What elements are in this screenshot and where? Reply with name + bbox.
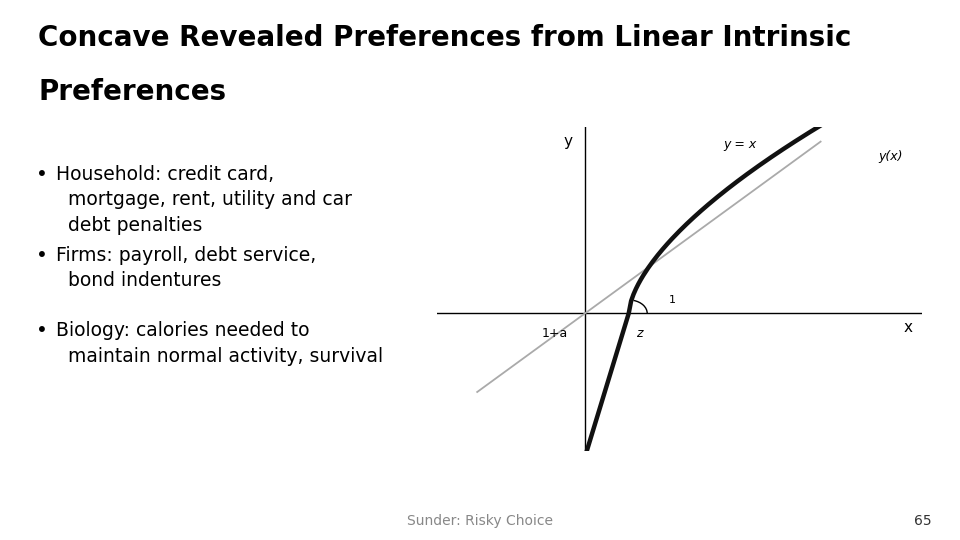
Text: Biology: calories needed to
  maintain normal activity, survival: Biology: calories needed to maintain nor…	[56, 321, 383, 366]
Text: Preferences: Preferences	[38, 78, 227, 106]
Text: y(x): y(x)	[877, 150, 902, 163]
Text: Concave Revealed Preferences from Linear Intrinsic: Concave Revealed Preferences from Linear…	[38, 24, 852, 52]
Text: Household: credit card,
  mortgage, rent, utility and car
  debt penalties: Household: credit card, mortgage, rent, …	[56, 165, 351, 235]
Text: •: •	[36, 246, 48, 265]
Text: y: y	[564, 134, 572, 149]
Text: 65: 65	[914, 514, 931, 528]
Text: Sunder: Risky Choice: Sunder: Risky Choice	[407, 514, 553, 528]
Text: 1+a: 1+a	[541, 327, 567, 340]
Text: z: z	[636, 327, 642, 340]
Text: y = x: y = x	[723, 138, 756, 151]
Text: 1: 1	[669, 295, 676, 305]
Text: •: •	[36, 321, 48, 340]
Text: x: x	[903, 320, 913, 335]
Text: •: •	[36, 165, 48, 184]
Text: Firms: payroll, debt service,
  bond indentures: Firms: payroll, debt service, bond inden…	[56, 246, 316, 291]
